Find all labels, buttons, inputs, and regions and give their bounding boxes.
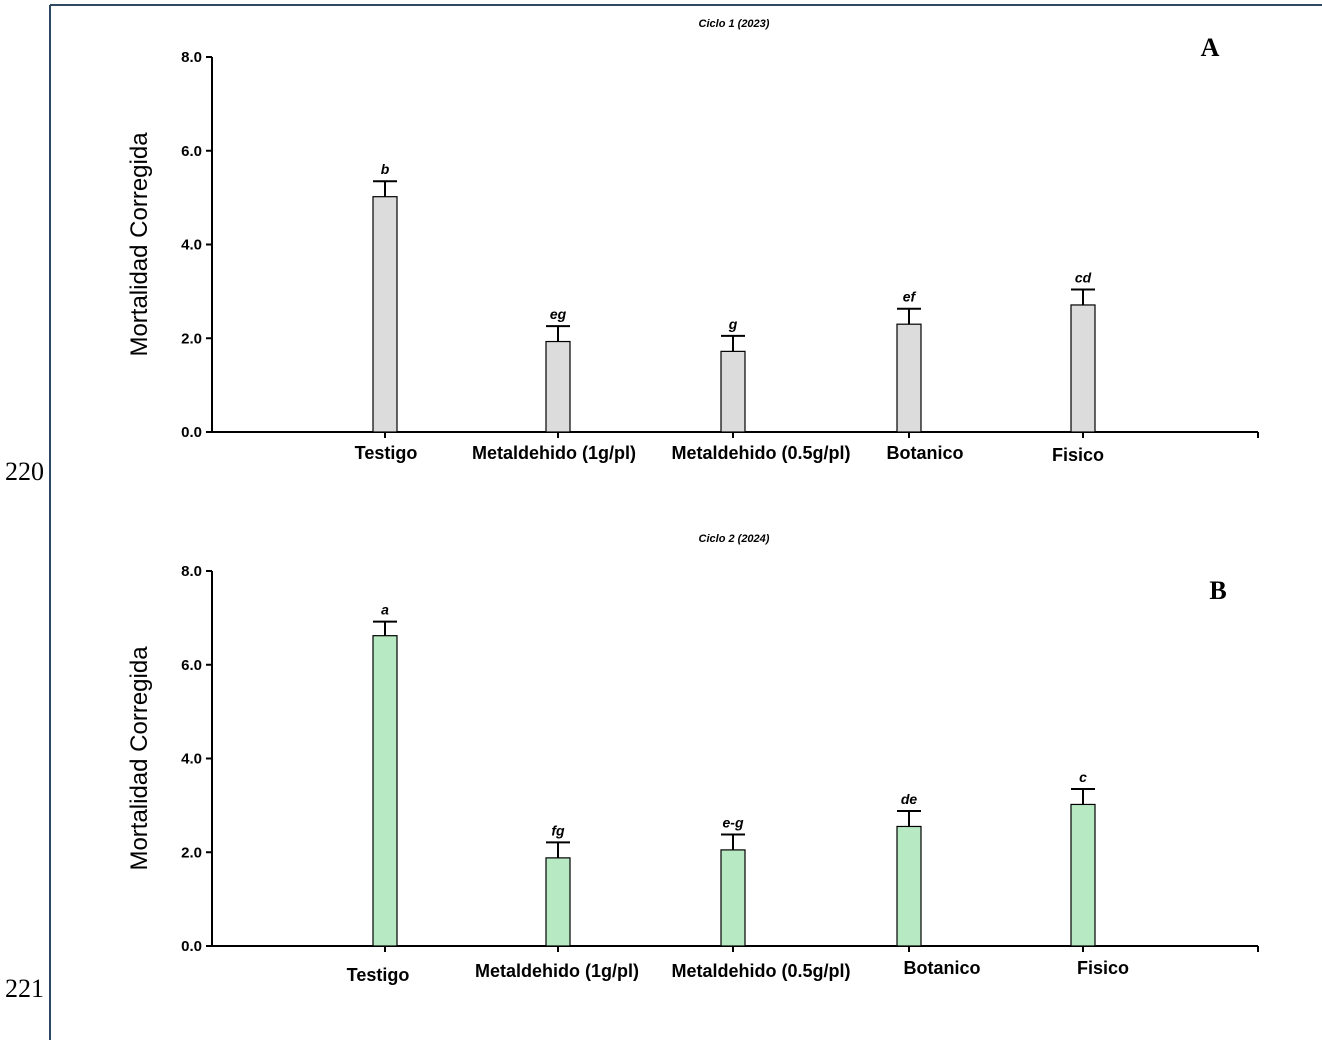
y-tick-label: 2.0 xyxy=(181,330,202,347)
y-tick-label: 6.0 xyxy=(181,657,202,674)
x-tick-label: Fisico xyxy=(1077,958,1129,978)
chart-title: Ciclo 2 (2024) xyxy=(699,533,770,545)
significance-label: cd xyxy=(1075,270,1092,286)
bar xyxy=(372,635,398,947)
x-tick-label: Fisico xyxy=(1052,445,1104,465)
chart-ciclo-2: Ciclo 2 (2024) B Mortalidad Corregida 0.0 2.… xyxy=(126,533,1259,985)
significance-label: de xyxy=(901,791,918,807)
x-tick-label: Metaldehido (0.5g/pl) xyxy=(671,443,850,463)
bar xyxy=(372,196,398,433)
x-tick-label: Botanico xyxy=(903,958,980,978)
bar xyxy=(1070,803,1096,947)
x-tick-label: Metaldehido (1g/pl) xyxy=(475,961,639,981)
y-tick-label: 8.0 xyxy=(181,49,202,66)
bar xyxy=(720,350,746,433)
y-tick-label: 4.0 xyxy=(181,237,202,254)
bar xyxy=(545,340,571,433)
significance-label: a xyxy=(381,602,389,618)
y-tick-label: 4.0 xyxy=(181,751,202,768)
significance-label: e-g xyxy=(723,814,744,830)
line-number: 220 xyxy=(5,457,44,486)
y-axis-label: Mortalidad Corregida xyxy=(126,646,153,871)
x-tick-label: Testigo xyxy=(355,443,418,463)
y-axis-label: Mortalidad Corregida xyxy=(126,132,153,357)
bar xyxy=(545,857,571,947)
bar xyxy=(720,849,746,947)
chart-ciclo-1: Ciclo 1 (2023) A Mortalidad Corregida 0.0 2.… xyxy=(126,18,1259,465)
significance-label: g xyxy=(728,316,738,332)
bar xyxy=(896,825,922,947)
significance-label: c xyxy=(1079,769,1087,785)
significance-label: eg xyxy=(550,306,567,322)
significance-label: fg xyxy=(551,822,565,838)
x-tick-label: Metaldehido (0.5g/pl) xyxy=(671,961,850,981)
chart-title: Ciclo 1 (2023) xyxy=(699,18,770,30)
line-number: 221 xyxy=(5,974,44,1003)
x-tick-label: Testigo xyxy=(347,965,410,985)
x-tick-label: Botanico xyxy=(886,443,963,463)
bar xyxy=(896,323,922,433)
x-tick-label: Metaldehido (1g/pl) xyxy=(472,443,636,463)
panel-label: A xyxy=(1201,33,1220,62)
y-tick-label: 6.0 xyxy=(181,143,202,160)
bar xyxy=(1070,304,1096,433)
panel-label: B xyxy=(1209,576,1226,605)
significance-label: ef xyxy=(903,289,917,305)
y-tick-label: 2.0 xyxy=(181,844,202,861)
y-tick-label: 0.0 xyxy=(181,424,202,441)
y-tick-label: 8.0 xyxy=(181,563,202,580)
significance-label: b xyxy=(381,161,390,177)
y-tick-label: 0.0 xyxy=(181,938,202,955)
